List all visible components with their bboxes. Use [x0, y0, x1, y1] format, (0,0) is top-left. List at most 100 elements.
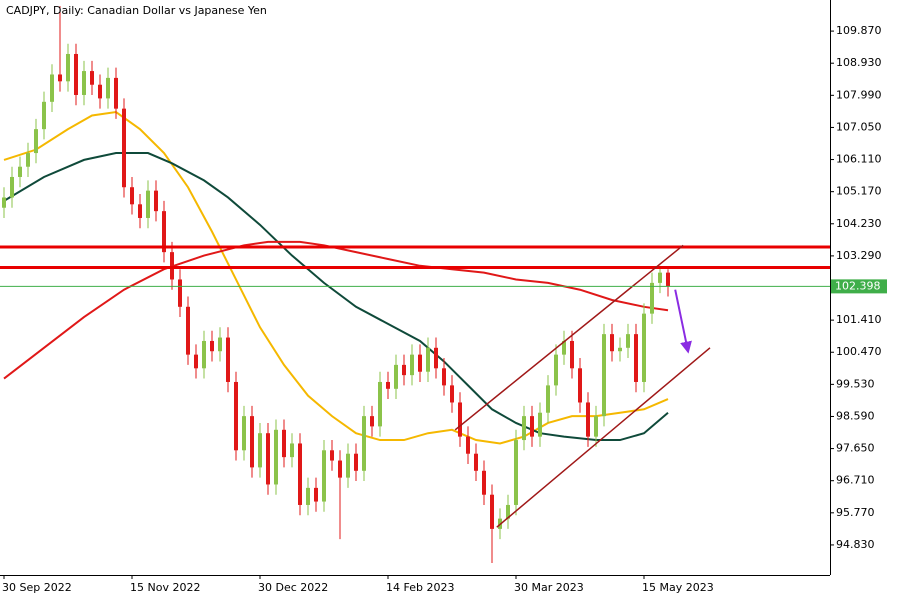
- y-tick-label: 97.650: [836, 442, 875, 455]
- candle-body: [634, 334, 638, 382]
- candle-body: [586, 402, 590, 437]
- candle-body: [370, 416, 374, 427]
- y-tick-label: 103.290: [836, 249, 882, 262]
- y-tick-label: 99.530: [836, 377, 875, 390]
- candle-body: [274, 429, 278, 485]
- candle-body: [610, 334, 614, 352]
- candle-body: [234, 381, 238, 451]
- candle-body: [194, 354, 198, 369]
- plot-area: [0, 6, 830, 564]
- candle-body: [530, 416, 534, 437]
- candle-body: [306, 487, 310, 505]
- candle-body: [258, 433, 262, 468]
- candle-body: [482, 470, 486, 495]
- candle-body: [426, 347, 430, 372]
- candle-body: [2, 197, 6, 208]
- candle-body: [170, 252, 174, 280]
- x-tick-label: 15 Nov 2022: [130, 581, 200, 594]
- candle-body: [138, 204, 142, 218]
- candle-body: [66, 53, 70, 82]
- candle-body: [562, 340, 566, 355]
- candle-body: [354, 453, 358, 471]
- candle-body: [490, 494, 494, 529]
- candle-body: [418, 354, 422, 372]
- y-tick-label: 105.170: [836, 185, 882, 198]
- candle-body: [650, 282, 654, 314]
- candle-body: [50, 74, 54, 102]
- candle-body: [26, 153, 30, 167]
- candle-body: [458, 402, 462, 437]
- candle-body: [210, 340, 214, 352]
- candle-body: [338, 460, 342, 478]
- candle-body: [186, 306, 190, 355]
- candle-body: [514, 440, 518, 505]
- candle-body: [290, 443, 294, 458]
- candle-body: [594, 416, 598, 437]
- candle-body: [330, 450, 334, 461]
- candle-body: [122, 108, 126, 188]
- x-tick-label: 30 Mar 2023: [514, 581, 584, 594]
- candle-body: [250, 416, 254, 468]
- last-price-box: [831, 279, 887, 294]
- candle-body: [98, 84, 102, 99]
- y-tick-label: 100.470: [836, 345, 882, 358]
- candle-body: [434, 347, 438, 369]
- moving-average: [3, 111, 669, 445]
- candle-body: [410, 354, 414, 376]
- candle-body: [10, 176, 14, 198]
- forecast-arrow: [674, 289, 692, 354]
- x-tick-label: 14 Feb 2023: [386, 581, 454, 594]
- candle-body: [538, 412, 542, 437]
- moving-average: [3, 152, 669, 442]
- candle-body: [578, 368, 582, 403]
- candle-body: [442, 368, 446, 386]
- candle-body: [546, 385, 550, 413]
- candle-body: [402, 364, 406, 376]
- candle-body: [82, 71, 86, 95]
- x-tick-label: 30 Sep 2022: [2, 581, 72, 594]
- y-tick-label: 94.830: [836, 538, 875, 551]
- candle-body: [450, 385, 454, 403]
- candle-body: [378, 381, 382, 427]
- candle-body: [202, 340, 206, 369]
- y-tick-label: 109.870: [836, 24, 882, 37]
- candle-body: [626, 334, 630, 348]
- candle-body: [226, 337, 230, 382]
- x-tick-label: 15 May 2023: [642, 581, 714, 594]
- candle-body: [178, 279, 182, 307]
- y-tick-label: 101.410: [836, 313, 882, 326]
- candle-body: [18, 166, 22, 177]
- candle-body: [554, 354, 558, 386]
- candle-body: [362, 416, 366, 471]
- candle-body: [242, 416, 246, 451]
- candle-body: [146, 190, 150, 218]
- x-tick-label: 30 Dec 2022: [258, 581, 328, 594]
- candle-body: [162, 211, 166, 253]
- candle-body: [602, 334, 606, 417]
- candle-body: [658, 272, 662, 283]
- candle-body: [394, 364, 398, 389]
- candle-body: [642, 313, 646, 382]
- candle-body: [298, 443, 302, 505]
- y-tick-label: 98.590: [836, 409, 875, 422]
- candle-body: [34, 129, 38, 154]
- candle-body: [570, 340, 574, 369]
- y-tick-label: 96.710: [836, 474, 875, 487]
- candle-body: [522, 416, 526, 441]
- candle-body: [506, 504, 510, 519]
- candle-body: [618, 347, 622, 352]
- candle-body: [386, 381, 390, 389]
- candle-body: [74, 53, 78, 95]
- candle-body: [42, 101, 46, 130]
- moving-average: [3, 240, 669, 380]
- y-tick-label: 108.930: [836, 56, 882, 69]
- candle-body: [130, 187, 134, 205]
- candle-body: [90, 71, 94, 85]
- y-tick-label: 107.990: [836, 88, 882, 101]
- y-tick-label: 107.050: [836, 120, 882, 133]
- candle-body: [154, 190, 158, 212]
- candle-body: [266, 433, 270, 485]
- candle-body: [58, 74, 62, 82]
